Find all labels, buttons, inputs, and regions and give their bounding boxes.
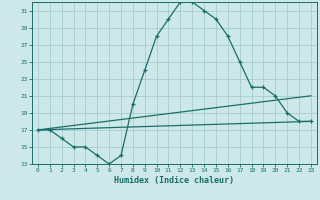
X-axis label: Humidex (Indice chaleur): Humidex (Indice chaleur) <box>115 176 234 185</box>
